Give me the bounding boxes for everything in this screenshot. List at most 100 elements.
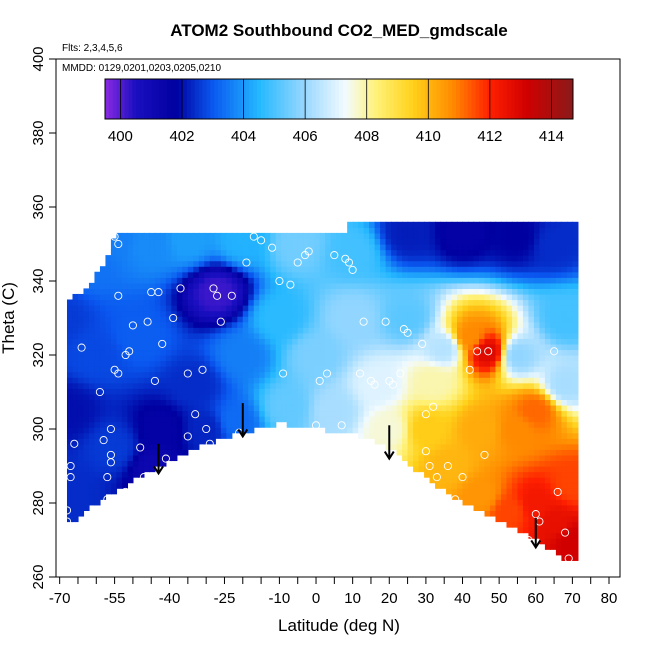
heatmap-cell	[270, 260, 277, 267]
heatmap-cell	[270, 360, 277, 367]
heatmap-cell	[281, 371, 288, 378]
heatmap-cell	[116, 343, 123, 351]
heatmap-cell	[237, 360, 244, 367]
heatmap-cell	[418, 232, 425, 240]
heatmap-cell	[572, 527, 579, 534]
heatmap-cell	[511, 449, 519, 456]
heatmap-cell	[286, 305, 293, 312]
heatmap-cell	[319, 255, 326, 262]
heatmap-cell	[544, 371, 552, 378]
heatmap-cell	[363, 232, 370, 240]
heatmap-cell	[539, 244, 546, 251]
heatmap-cell	[424, 227, 431, 234]
heatmap-cell	[127, 382, 134, 389]
heatmap-cell	[440, 255, 447, 262]
heatmap-cell	[517, 515, 524, 523]
sample-point	[484, 347, 493, 356]
heatmap-cell	[517, 393, 524, 400]
heatmap-cell	[347, 388, 354, 395]
heatmap-cell	[193, 299, 200, 306]
heatmap-cell	[418, 454, 425, 462]
heatmap-cell	[88, 399, 96, 406]
sample-point	[279, 369, 288, 378]
heatmap-cell	[517, 332, 524, 339]
heatmap-cell	[198, 416, 205, 423]
heatmap-cell	[413, 416, 420, 423]
heatmap-cell	[489, 238, 497, 245]
heatmap-cell	[462, 238, 469, 245]
heatmap-cell	[468, 238, 475, 245]
heatmap-cell	[187, 416, 194, 423]
heatmap-cell	[473, 377, 480, 384]
heatmap-cell	[182, 349, 189, 356]
heatmap-cell	[303, 321, 310, 328]
heatmap-cell	[187, 316, 194, 323]
colorbar-swatch	[105, 79, 110, 119]
heatmap-cell	[402, 238, 409, 245]
heatmap-cell	[544, 471, 552, 478]
heatmap-cell	[402, 343, 409, 351]
heatmap-cell	[303, 416, 310, 423]
heatmap-cell	[171, 266, 178, 273]
heatmap-cell	[533, 499, 541, 506]
heatmap-cell	[187, 266, 194, 273]
heatmap-cell	[165, 427, 172, 434]
heatmap-cell	[429, 471, 436, 478]
heatmap-cell	[391, 271, 398, 278]
heatmap-cell	[110, 282, 118, 289]
heatmap-cell	[572, 521, 579, 528]
heatmap-cell	[539, 299, 546, 306]
heatmap-cell	[407, 366, 414, 373]
heatmap-cell	[165, 449, 172, 456]
heatmap-cell	[446, 232, 453, 240]
heatmap-cell	[303, 382, 310, 389]
heatmap-cell	[253, 382, 260, 389]
heatmap-cell	[270, 338, 277, 345]
heatmap-cell	[176, 349, 183, 356]
heatmap-cell	[341, 404, 348, 412]
heatmap-cell	[330, 255, 337, 262]
heatmap-cell	[550, 338, 557, 345]
heatmap-cell	[88, 466, 96, 473]
heatmap-cell	[369, 288, 376, 295]
heatmap-cell	[176, 288, 183, 295]
heatmap-cell	[446, 432, 453, 439]
heatmap-cell	[385, 393, 392, 400]
heatmap-cell	[132, 332, 139, 339]
heatmap-cell	[308, 232, 315, 240]
heatmap-cell	[555, 282, 562, 289]
heatmap-cell	[220, 266, 227, 273]
heatmap-cell	[418, 321, 425, 328]
heatmap-cell	[528, 316, 535, 323]
heatmap-cell	[522, 321, 530, 328]
heatmap-cell	[231, 249, 238, 256]
heatmap-cell	[522, 255, 530, 262]
heatmap-cell	[440, 416, 447, 423]
heatmap-cell	[66, 399, 74, 406]
heatmap-cell	[528, 221, 535, 228]
heatmap-cell	[352, 388, 359, 395]
heatmap-cell	[528, 244, 535, 251]
heatmap-cell	[462, 338, 469, 345]
heatmap-cell	[341, 293, 348, 301]
heatmap-cell	[275, 249, 282, 256]
heatmap-cell	[500, 488, 508, 495]
heatmap-cell	[533, 343, 541, 351]
heatmap-cell	[363, 282, 370, 289]
heatmap-cell	[121, 266, 129, 273]
heatmap-cell	[385, 382, 392, 389]
heatmap-cell	[325, 282, 332, 289]
heatmap-cell	[528, 249, 535, 256]
heatmap-cell	[489, 293, 497, 301]
heatmap-cell	[363, 382, 370, 389]
heatmap-cell	[132, 293, 139, 301]
heatmap-cell	[303, 293, 310, 301]
heatmap-cell	[132, 255, 139, 262]
heatmap-cell	[308, 266, 315, 273]
heatmap-cell	[539, 499, 546, 506]
heatmap-cell	[237, 310, 244, 317]
heatmap-cell	[413, 293, 420, 301]
colorbar-swatch	[319, 79, 324, 119]
heatmap-cell	[336, 238, 343, 245]
heatmap-cell	[237, 255, 244, 262]
